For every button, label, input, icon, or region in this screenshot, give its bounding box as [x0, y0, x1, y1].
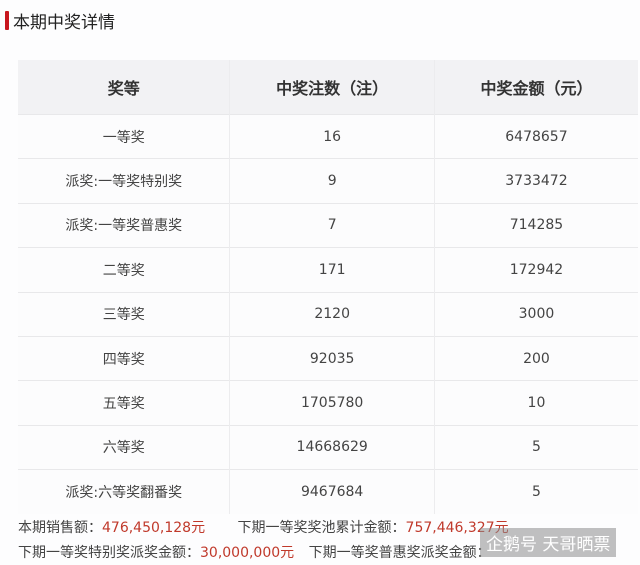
puhui-label: 下期一等奖普惠奖派奖金额： [308, 545, 491, 561]
cell-amount: 3000 [433, 291, 638, 337]
cell-count: 9467684 [229, 469, 435, 514]
cell-level: 三等奖 [18, 291, 230, 337]
table-row: 三等奖 2120 3000 [18, 291, 638, 337]
cell-level: 二等奖 [18, 247, 230, 293]
cell-level: 六等奖 [18, 424, 230, 470]
footer-line-2: 下期一等奖特别奖派奖金额：30,000,000元 下期一等奖普惠奖派奖金额： [18, 542, 491, 562]
cell-count: 1705780 [229, 380, 435, 426]
header-count: 中奖注数（注） [229, 60, 435, 115]
table-row: 派奖:六等奖翻番奖 9467684 5 [18, 469, 638, 514]
special-value: 30,000,000元 [200, 545, 295, 561]
cell-amount: 10 [433, 380, 638, 426]
cell-amount: 5 [433, 424, 638, 470]
table-row: 四等奖 92035 200 [18, 335, 638, 381]
cell-level: 四等奖 [18, 335, 230, 381]
cell-level: 一等奖 [18, 113, 230, 159]
table-row: 派奖:一等奖特别奖 9 3733472 [18, 158, 638, 204]
watermark: 企鹅号 天哥晒票 [480, 528, 617, 557]
table-row: 一等奖 16 6478657 [18, 113, 638, 159]
sales-label: 本期销售额： [18, 520, 102, 536]
header-level: 奖等 [18, 60, 230, 115]
cell-level: 派奖:六等奖翻番奖 [18, 469, 230, 514]
cell-count: 16 [229, 113, 435, 159]
cell-count: 14668629 [229, 424, 435, 470]
cell-count: 2120 [229, 291, 435, 337]
header-amount: 中奖金额（元） [433, 60, 638, 115]
cell-count: 7 [229, 202, 435, 248]
cell-amount: 3733472 [433, 158, 638, 204]
section-title: 本期中奖详情 [5, 8, 115, 33]
table-row: 派奖:一等奖普惠奖 7 714285 [18, 202, 638, 248]
table-row: 二等奖 171 172942 [18, 247, 638, 293]
cell-amount: 5 [433, 469, 638, 514]
footer-line-1: 本期销售额：476,450,128元 下期一等奖奖池累计金额：757,446,3… [18, 517, 509, 537]
cell-amount: 714285 [433, 202, 638, 248]
title-accent-bar [5, 11, 9, 30]
special-label: 下期一等奖特别奖派奖金额： [18, 545, 200, 561]
sales-value: 476,450,128元 [102, 520, 206, 536]
cell-amount: 200 [433, 335, 638, 381]
cell-count: 171 [229, 247, 435, 293]
title-text: 本期中奖详情 [13, 13, 115, 33]
prize-table: 奖等 中奖注数（注） 中奖金额（元） 一等奖 16 6478657 派奖:一等奖特别奖… [18, 60, 638, 514]
cell-amount: 6478657 [433, 113, 638, 159]
table-row: 五等奖 1705780 10 [18, 380, 638, 426]
cell-level: 派奖:一等奖特别奖 [18, 158, 230, 204]
table-row: 六等奖 14668629 5 [18, 424, 638, 470]
cell-amount: 172942 [433, 247, 638, 293]
pool-label: 下期一等奖奖池累计金额： [237, 520, 406, 536]
cell-level: 派奖:一等奖普惠奖 [18, 202, 230, 248]
cell-count: 92035 [229, 335, 435, 381]
cell-level: 五等奖 [18, 380, 230, 426]
cell-count: 9 [229, 158, 435, 204]
